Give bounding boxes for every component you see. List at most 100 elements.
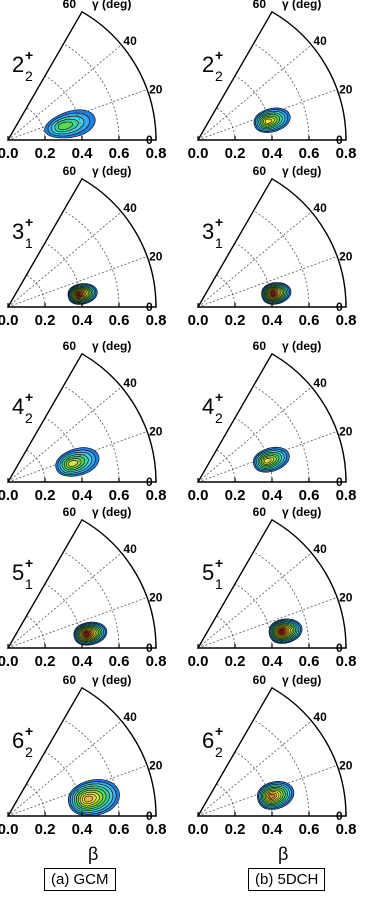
gamma-axis-label: γ (deg) [92, 0, 131, 11]
gamma-tick-label: 0 [336, 300, 343, 314]
grid-ray [197, 256, 338, 308]
grid-arc [26, 449, 46, 483]
polar-panel: 0.0 0.2 0.4 0.6 0.80 20 40 60 γ (deg) 5 +1 [188, 505, 357, 670]
grid-arc [216, 615, 236, 649]
wedge-outline [6, 177, 157, 308]
grid-ray [7, 431, 148, 483]
state-label-parity: + [215, 723, 223, 739]
contour-level [84, 795, 94, 803]
wedge-outline [196, 177, 347, 308]
grid-arc [63, 43, 120, 141]
grid-ray [197, 44, 312, 141]
grid-ray [197, 211, 312, 308]
beta-tick-label: 0.6 [109, 653, 130, 670]
beta-tick-label: 0.4 [72, 821, 94, 838]
beta-tick-label: 0.4 [262, 487, 284, 504]
grid-arc [216, 107, 236, 141]
gamma-tick-label: 20 [149, 249, 163, 263]
beta-tick-label: 0.4 [72, 653, 94, 670]
gamma-tick-label: 0 [336, 133, 343, 147]
grid-ray [7, 597, 148, 649]
beta-tick-label: 0.8 [336, 487, 357, 504]
gamma-tick-label: 60 [253, 0, 267, 11]
grid-arc [44, 583, 83, 649]
beta-tick-label: 0.6 [299, 145, 320, 162]
state-label-index: 2 [215, 410, 223, 426]
beta-tick-label: 0.8 [146, 312, 167, 329]
beta-axis-label: β [88, 844, 98, 864]
grid-ray [7, 386, 122, 483]
gamma-tick-label: 0 [336, 641, 343, 655]
beta-tick-label: 0.6 [299, 821, 320, 838]
grid-ray [7, 89, 148, 141]
beta-tick-label: 0.2 [225, 145, 246, 162]
grid-ray [7, 211, 122, 308]
grid-arc [63, 551, 120, 649]
grid-arc [26, 615, 46, 649]
state-label-j: 2 [202, 52, 214, 77]
gamma-tick-label: 40 [123, 201, 137, 215]
gamma-tick-label: 40 [123, 376, 137, 390]
contour-level [84, 632, 90, 636]
grid-arc [44, 242, 83, 308]
grid-arc [253, 719, 310, 817]
state-label-index: 2 [215, 744, 223, 760]
state-label-index: 2 [25, 744, 33, 760]
wedge-outline [196, 352, 347, 483]
beta-tick-label: 0.4 [262, 312, 284, 329]
gamma-tick-label: 40 [313, 376, 327, 390]
polar-panel: 0.0 0.2 0.4 0.6 0.80 20 40 60 γ (deg) 4 +2 [0, 339, 166, 504]
gamma-axis-label: γ (deg) [282, 0, 321, 11]
beta-tick-label: 0.0 [188, 821, 209, 838]
beta-tick-label: 0.0 [188, 653, 209, 670]
grid-arc [216, 783, 236, 817]
gamma-tick-label: 0 [146, 809, 153, 823]
state-label-index: 1 [25, 235, 33, 251]
polar-panel: 0.0 0.2 0.4 0.6 0.80 20 40 60 γ (deg) 6 +2 [188, 673, 357, 838]
contour-fill [68, 779, 120, 816]
gamma-axis-label: γ (deg) [282, 673, 321, 687]
gamma-tick-label: 20 [149, 82, 163, 96]
beta-tick-label: 0.2 [225, 653, 246, 670]
gamma-tick-label: 40 [313, 201, 327, 215]
column-label-5dch: (b) 5DCH [248, 868, 326, 891]
gamma-tick-label: 60 [253, 164, 267, 178]
grid-arc [253, 385, 310, 483]
polar-panel: 0.0 0.2 0.4 0.6 0.80 20 40 60 γ (deg) 6 +2 [0, 673, 166, 838]
wedge-outline [196, 518, 347, 649]
contour-level [68, 460, 78, 467]
state-label-parity: + [25, 389, 33, 405]
gamma-tick-label: 20 [149, 590, 163, 604]
gamma-tick-label: 0 [146, 300, 153, 314]
contour-fill [257, 780, 295, 810]
grid-arc [44, 417, 83, 483]
gamma-axis-label: γ (deg) [92, 505, 131, 519]
beta-tick-label: 0.0 [0, 312, 18, 329]
gamma-tick-label: 0 [146, 475, 153, 489]
gamma-tick-label: 60 [63, 339, 77, 353]
state-label-index: 1 [215, 576, 223, 592]
beta-tick-label: 0.0 [188, 312, 209, 329]
beta-tick-label: 0.2 [35, 487, 56, 504]
beta-tick-label: 0.8 [336, 312, 357, 329]
state-label-j: 3 [202, 219, 214, 244]
gamma-tick-label: 40 [313, 34, 327, 48]
contour-fill [253, 107, 291, 133]
state-label-parity: + [25, 555, 33, 571]
contour-fill [67, 283, 98, 305]
wedge-outline [6, 686, 157, 817]
grid-arc [234, 242, 273, 308]
grid-ray [197, 386, 312, 483]
wedge-outline [196, 686, 347, 817]
wedge-outline [6, 10, 157, 141]
beta-tick-label: 0.2 [225, 821, 246, 838]
beta-tick-label: 0.0 [0, 821, 18, 838]
state-label-parity: + [25, 723, 33, 739]
gamma-tick-label: 0 [336, 475, 343, 489]
beta-tick-label: 0.2 [35, 145, 56, 162]
wedge-outline [6, 352, 157, 483]
state-label-j: 6 [202, 728, 214, 753]
gamma-tick-label: 60 [63, 505, 77, 519]
